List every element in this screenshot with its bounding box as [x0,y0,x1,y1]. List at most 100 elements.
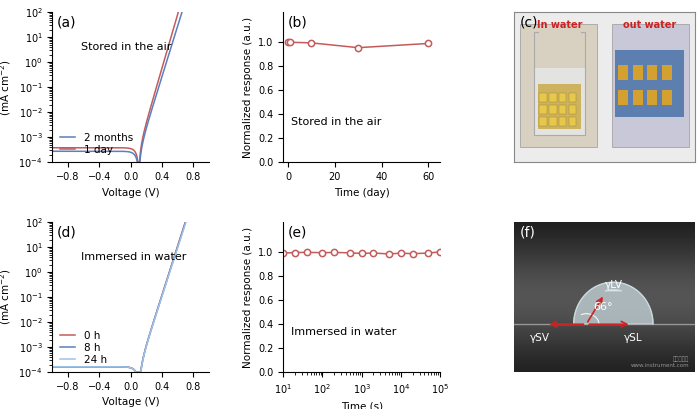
Bar [514,299,695,301]
Bar [514,231,695,233]
Bar [514,371,695,372]
Bar [514,265,695,266]
FancyBboxPatch shape [662,90,672,105]
Bar [514,289,695,290]
Text: γSL: γSL [624,333,642,343]
Bar [514,256,695,257]
Text: (e): (e) [288,225,307,239]
Bar [514,366,695,368]
Bar [514,221,695,222]
Bar [514,369,695,371]
Bar [514,240,695,242]
24 h [66,364,75,369]
FancyBboxPatch shape [569,93,577,102]
Bar [514,283,695,284]
FancyBboxPatch shape [618,90,628,105]
0 h [184,212,192,217]
Bar [514,339,695,340]
Bar [514,363,695,364]
Bar [514,252,695,254]
8 h [115,364,124,369]
Text: Immersed in water: Immersed in water [291,327,396,337]
Bar [514,310,695,312]
Bar [514,351,695,353]
FancyBboxPatch shape [569,105,577,114]
0 h [66,364,75,369]
X-axis label: Time (day): Time (day) [334,187,389,198]
24 h [75,364,84,369]
1 day [133,160,142,165]
Text: Stored in the air: Stored in the air [291,117,382,127]
0 h [132,370,140,375]
Bar [514,331,695,333]
FancyBboxPatch shape [549,93,556,102]
24 h [205,212,214,217]
FancyBboxPatch shape [632,65,643,80]
Bar [514,222,695,224]
Line: 8 h: 8 h [52,215,209,372]
FancyBboxPatch shape [534,68,584,135]
Bar [514,316,695,318]
2 months [133,160,142,165]
Text: out water: out water [623,20,676,30]
2 months [66,149,75,154]
Bar [514,344,695,345]
Bar [514,349,695,351]
Bar [514,236,695,237]
Bar [514,271,695,272]
0 h [115,364,124,369]
Bar [514,251,695,252]
Text: 66°: 66° [593,302,613,312]
Bar [514,313,695,315]
FancyBboxPatch shape [549,117,556,126]
0 h [205,212,214,217]
Bar [514,292,695,293]
1 day [202,2,210,7]
Bar [514,333,695,334]
FancyBboxPatch shape [648,65,658,80]
8 h [132,370,140,375]
Bar [514,365,695,366]
Bar [514,346,695,348]
Bar [514,340,695,342]
Bar [514,368,695,369]
2 months [202,2,210,7]
Bar [514,337,695,339]
0 h [75,364,84,369]
8 h [185,212,193,217]
Text: (b): (b) [288,15,308,29]
2 months [185,2,193,7]
Bar [514,312,695,313]
1 day [115,145,124,150]
Bar [514,245,695,247]
1 day [66,145,75,150]
Text: Stored in the air: Stored in the air [80,42,171,52]
Polygon shape [605,290,622,291]
Bar [514,247,695,248]
24 h [108,364,117,369]
Bar [514,278,695,280]
Bar [514,257,695,258]
1 day [75,145,84,150]
Text: 仪器信息网
www.instrument.com: 仪器信息网 www.instrument.com [630,356,689,368]
Bar [514,277,695,278]
FancyBboxPatch shape [559,93,567,102]
Bar [514,328,695,330]
Y-axis label: Current density
(mA cm$^{-2}$): Current density (mA cm$^{-2}$) [0,47,13,128]
1 day [185,2,193,7]
Bar [514,230,695,231]
Bar [514,334,695,336]
Bar [514,342,695,344]
Bar [514,234,695,236]
24 h [184,212,193,217]
2 months [75,149,84,154]
Bar [514,227,695,228]
Bar [514,321,695,322]
X-axis label: Voltage (V): Voltage (V) [102,398,160,407]
FancyBboxPatch shape [540,117,547,126]
24 h [48,364,57,369]
Bar [514,228,695,230]
Bar [514,239,695,240]
Bar [514,354,695,355]
0 h [108,364,117,369]
